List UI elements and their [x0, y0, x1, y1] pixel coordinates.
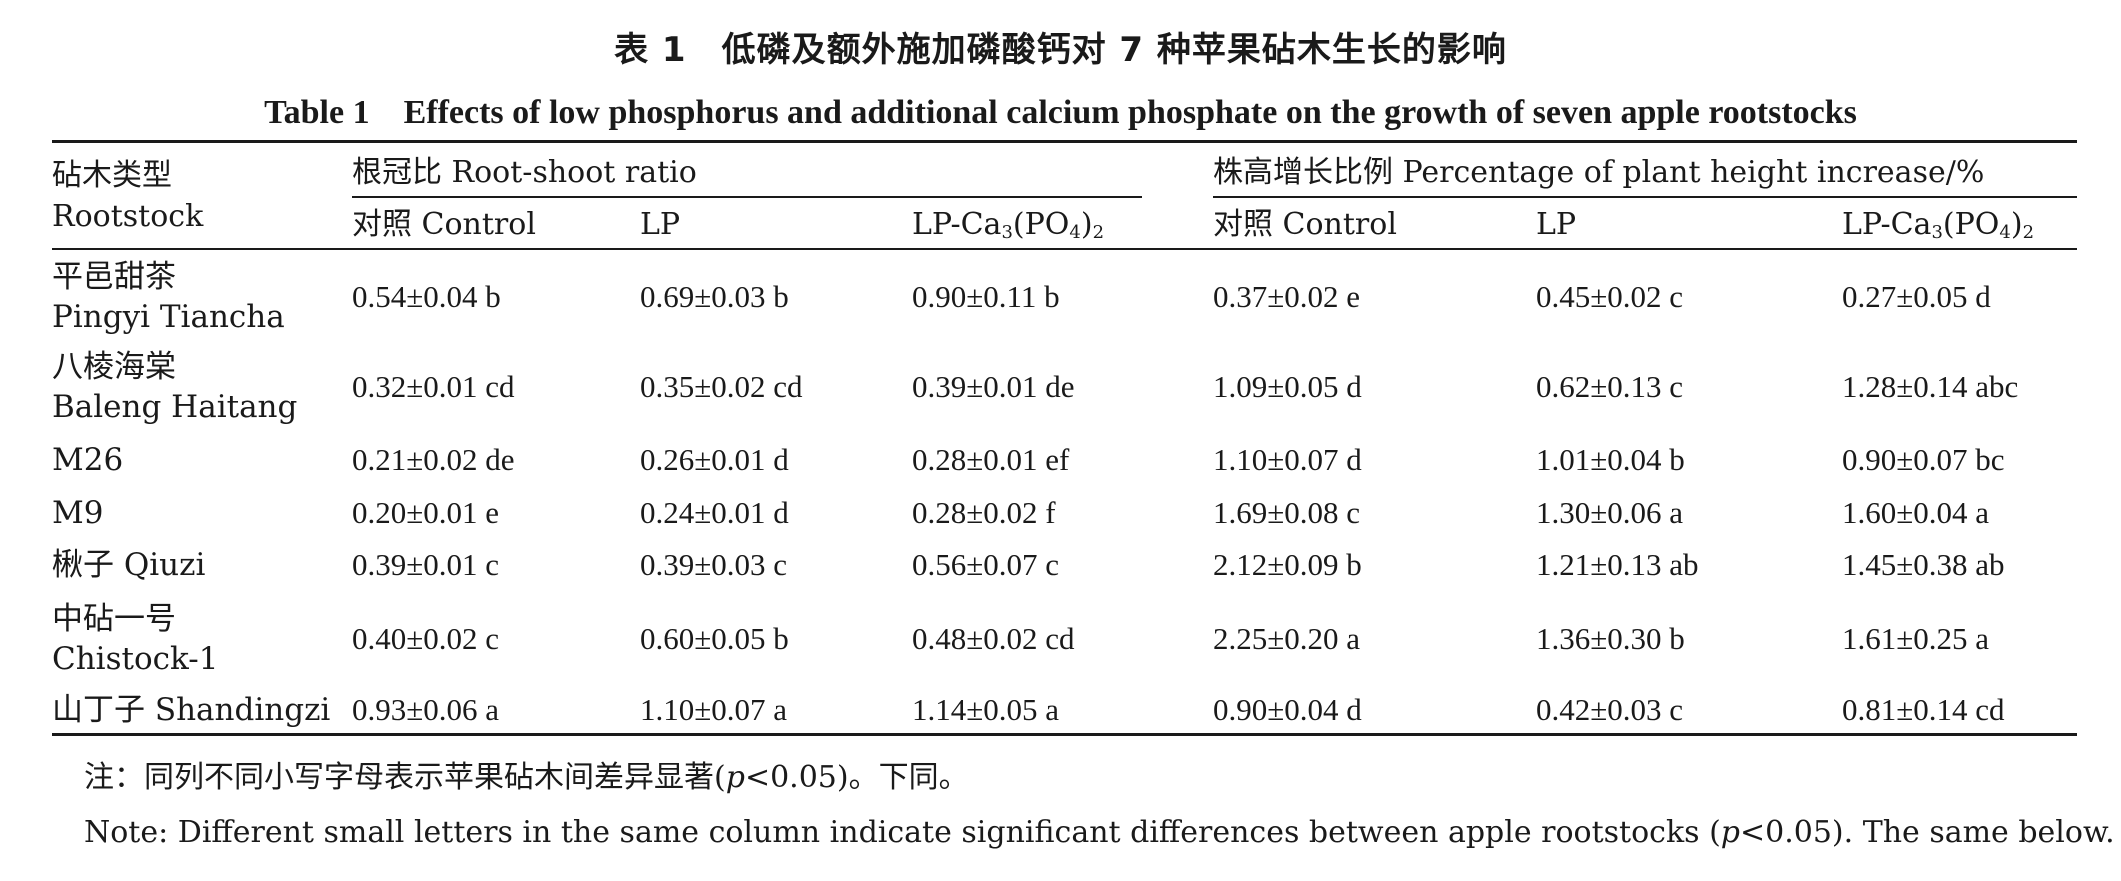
header-ph-control: 对照 Control [1213, 207, 1397, 242]
rootstock-name-en: Pingyi Tiancha [52, 299, 285, 335]
value-rs-lpca: 0.90±0.11 b [912, 279, 1060, 314]
header-bottom-rule [52, 248, 2077, 250]
header-ph-lpca: LP-Ca3(PO4)2 [1842, 207, 2035, 243]
value-ph-lpca: 0.90±0.07 bc [1842, 442, 2005, 477]
value-rs-lp: 0.26±0.01 d [640, 442, 789, 477]
value-rs-control: 0.39±0.01 c [352, 547, 500, 582]
value-rs-control: 0.21±0.02 de [352, 442, 515, 477]
value-ph-control: 2.25±0.20 a [1213, 621, 1361, 656]
table-title-english: Table 1 Effects of low phosphorus and ad… [264, 94, 1857, 131]
value-rs-lpca: 0.56±0.07 c [912, 547, 1060, 582]
value-ph-lpca: 1.61±0.25 a [1842, 621, 1990, 656]
value-ph-lp: 1.36±0.30 b [1536, 621, 1685, 656]
top-rule [52, 140, 2077, 143]
value-rs-lp: 0.60±0.05 b [640, 621, 789, 656]
header-rs-lpca: LP-Ca3(PO4)2 [912, 207, 1105, 243]
value-ph-control: 1.10±0.07 d [1213, 442, 1362, 477]
header-rootstock-en: Rootstock [52, 199, 204, 234]
rootstock-name-en: Chistock-1 [52, 641, 219, 677]
note-chinese: 注：同列不同小写字母表示苹果砧木间差异显著(p<0.05)。下同。 [84, 760, 969, 795]
value-rs-control: 0.93±0.06 a [352, 692, 500, 727]
value-rs-control: 0.20±0.01 e [352, 495, 500, 530]
bottom-rule [52, 733, 2077, 736]
value-ph-lp: 0.42±0.03 c [1536, 692, 1684, 727]
value-ph-lp: 1.30±0.06 a [1536, 495, 1684, 530]
rootstock-name-cn: M9 [52, 495, 104, 531]
value-rs-lp: 0.69±0.03 b [640, 279, 789, 314]
value-rs-lp: 0.39±0.03 c [640, 547, 788, 582]
value-ph-lpca: 1.28±0.14 abc [1842, 369, 2019, 404]
value-ph-lpca: 0.81±0.14 cd [1842, 692, 2005, 727]
value-rs-lpca: 0.39±0.01 de [912, 369, 1075, 404]
value-ph-lpca: 1.60±0.04 a [1842, 495, 1990, 530]
value-ph-lpca: 0.27±0.05 d [1842, 279, 1991, 314]
value-ph-control: 2.12±0.09 b [1213, 547, 1362, 582]
value-rs-lpca: 0.48±0.02 cd [912, 621, 1075, 656]
group2-underline [1213, 196, 2077, 198]
group1-underline [352, 196, 1142, 198]
value-ph-lp: 1.01±0.04 b [1536, 442, 1685, 477]
header-ph-lp: LP [1536, 207, 1577, 242]
value-rs-control: 0.32±0.01 cd [352, 369, 515, 404]
value-ph-lpca: 1.45±0.38 ab [1842, 547, 2005, 582]
value-ph-control: 0.37±0.02 e [1213, 279, 1361, 314]
header-rs-lp: LP [640, 207, 681, 242]
value-rs-lpca: 0.28±0.02 f [912, 495, 1056, 530]
note-english: Note: Different small letters in the sam… [84, 815, 2115, 850]
table-title-chinese: 表 1 低磷及额外施加磷酸钙对 7 种苹果砧木生长的影响 [614, 30, 1507, 70]
rootstock-name-cn: M26 [52, 442, 124, 478]
value-ph-control: 0.90±0.04 d [1213, 692, 1362, 727]
rootstock-name-cn: 楸子 Qiuzi [52, 547, 206, 583]
rootstock-name-cn: 中砧一号 [52, 601, 176, 637]
value-rs-lp: 0.35±0.02 cd [640, 369, 803, 404]
value-ph-control: 1.09±0.05 d [1213, 369, 1362, 404]
header-root-shoot-group: 根冠比 Root-shoot ratio [352, 155, 697, 190]
rootstock-name-en: Baleng Haitang [52, 389, 298, 425]
rootstock-name-cn: 八棱海棠 [52, 349, 176, 385]
value-ph-control: 1.69±0.08 c [1213, 495, 1361, 530]
value-rs-lp: 1.10±0.07 a [640, 692, 788, 727]
value-ph-lp: 1.21±0.13 ab [1536, 547, 1699, 582]
value-ph-lp: 0.62±0.13 c [1536, 369, 1684, 404]
value-rs-control: 0.54±0.04 b [352, 279, 501, 314]
header-height-group: 株高增长比例 Percentage of plant height increa… [1213, 155, 1985, 190]
value-rs-control: 0.40±0.02 c [352, 621, 500, 656]
rootstock-name-cn: 平邑甜茶 [52, 259, 176, 295]
value-rs-lpca: 0.28±0.01 ef [912, 442, 1070, 477]
header-rootstock-cn: 砧木类型 [52, 158, 172, 193]
value-rs-lp: 0.24±0.01 d [640, 495, 789, 530]
value-rs-lpca: 1.14±0.05 a [912, 692, 1060, 727]
value-ph-lp: 0.45±0.02 c [1536, 279, 1684, 314]
rootstock-name-cn: 山丁子 Shandingzi [52, 692, 331, 728]
header-rs-control: 对照 Control [352, 207, 536, 242]
